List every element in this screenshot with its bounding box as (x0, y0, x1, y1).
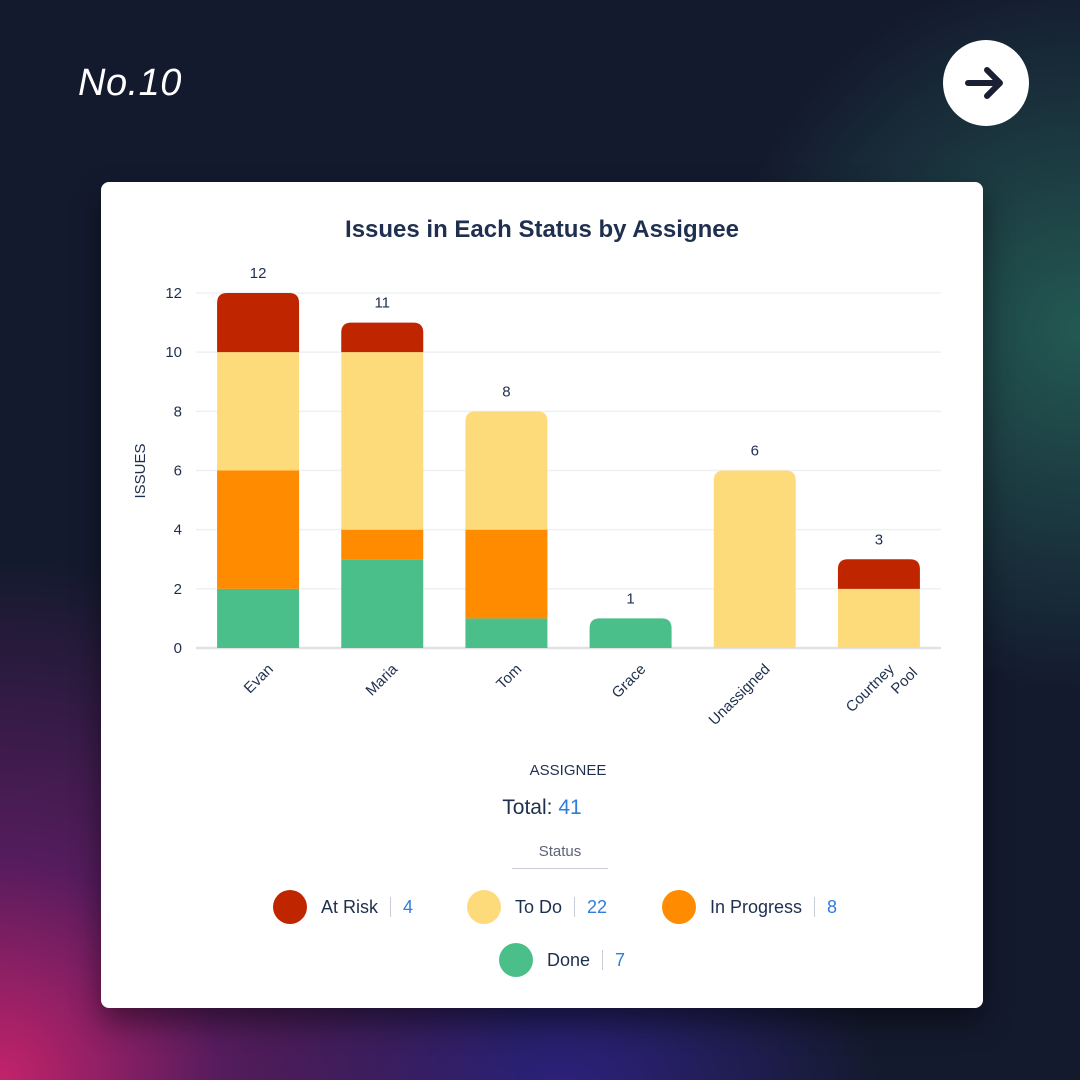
bar-segment-maria-done[interactable] (341, 559, 424, 648)
legend-title: Status (512, 843, 608, 869)
bar-total-label: 1 (626, 590, 634, 607)
chart-card: Issues in Each Status by Assignee 0 2 4 6 8 1… (101, 182, 983, 1008)
legend-count: 7 (615, 949, 626, 970)
legend: At Risk 4 To Do 22 In Progress 8 Done 7 (101, 182, 983, 1008)
y-tick-label: 10 (165, 344, 182, 361)
bar-segment-maria-in-progress[interactable] (341, 529, 424, 560)
bar-total-label: 12 (250, 265, 267, 282)
y-tick-label: 0 (174, 640, 182, 657)
bar-total-label: 8 (502, 383, 510, 400)
y-tick-label: 2 (174, 581, 182, 598)
bar-segment-grace-done[interactable] (589, 618, 672, 648)
y-axis-title: ISSUES (132, 443, 149, 498)
legend-dot-to-do (467, 890, 501, 924)
bar-segment-tom-in-progress[interactable] (465, 529, 548, 619)
legend-separator (602, 950, 604, 970)
chart-title: Issues in Each Status by Assignee (345, 216, 739, 243)
bar-segment-courtney-pool-at-risk[interactable] (837, 559, 920, 589)
legend-count: 4 (403, 896, 414, 917)
y-tick-label: 12 (165, 285, 182, 302)
next-button[interactable] (943, 40, 1029, 126)
legend-separator (574, 897, 576, 917)
legend-label: In Progress (710, 896, 803, 917)
legend-separator (390, 897, 392, 917)
x-axis-title: ASSIGNEE (530, 762, 607, 779)
legend-item-in-progress[interactable]: In Progress 8 (662, 890, 837, 924)
total-summary: Total: 41 (101, 796, 983, 820)
x-tick-label: Unassigned (706, 661, 774, 729)
y-tick-label: 6 (174, 463, 182, 480)
legend-dot-at-risk (273, 890, 307, 924)
bar-segment-tom-done[interactable] (465, 618, 548, 648)
slide-number: No.10 (78, 62, 182, 104)
legend-separator (814, 897, 816, 917)
x-tick-label: Grace (608, 661, 649, 702)
x-tick-label: Tom (493, 661, 525, 693)
y-tick-label: 8 (174, 403, 182, 420)
bar-segment-evan-to-do[interactable] (217, 352, 300, 471)
arrow-right-icon (965, 67, 1003, 99)
legend-label: At Risk (321, 896, 379, 917)
bar-segment-courtney-pool-to-do[interactable] (837, 588, 920, 648)
bar-total-label: 11 (374, 295, 390, 312)
bar-segment-evan-in-progress[interactable] (217, 470, 300, 589)
bar-total-label: 3 (875, 531, 883, 548)
legend-dot-done (499, 943, 533, 977)
legend-label: To Do (515, 896, 563, 917)
x-tick-label: Evan (241, 661, 277, 697)
legend-item-to-do[interactable]: To Do 22 (467, 890, 607, 924)
bar-segment-unassigned-to-do[interactable] (713, 470, 796, 649)
legend-item-at-risk[interactable]: At Risk 4 (273, 890, 413, 924)
bar-segment-maria-to-do[interactable] (341, 352, 424, 530)
legend-item-done[interactable]: Done 7 (499, 943, 625, 977)
legend-count: 8 (827, 896, 838, 917)
bar-segment-maria-at-risk[interactable] (341, 322, 424, 353)
y-tick-label: 4 (174, 522, 182, 539)
legend-label: Done (547, 949, 591, 970)
x-tick-label: CourtneyPool (843, 651, 921, 729)
x-tick-label: Maria (363, 660, 402, 699)
bar-segment-evan-done[interactable] (217, 588, 300, 648)
bar-total-label: 6 (751, 443, 759, 460)
total-label: Total: (502, 796, 553, 819)
legend-count: 22 (587, 896, 608, 917)
stacked-bar-chart: Issues in Each Status by Assignee 0 2 4 6 8 1… (132, 216, 941, 779)
bar-segment-tom-to-do[interactable] (465, 411, 548, 530)
legend-dot-in-progress (662, 890, 696, 924)
total-value: 41 (558, 796, 582, 819)
bar-segment-evan-at-risk[interactable] (217, 293, 300, 353)
